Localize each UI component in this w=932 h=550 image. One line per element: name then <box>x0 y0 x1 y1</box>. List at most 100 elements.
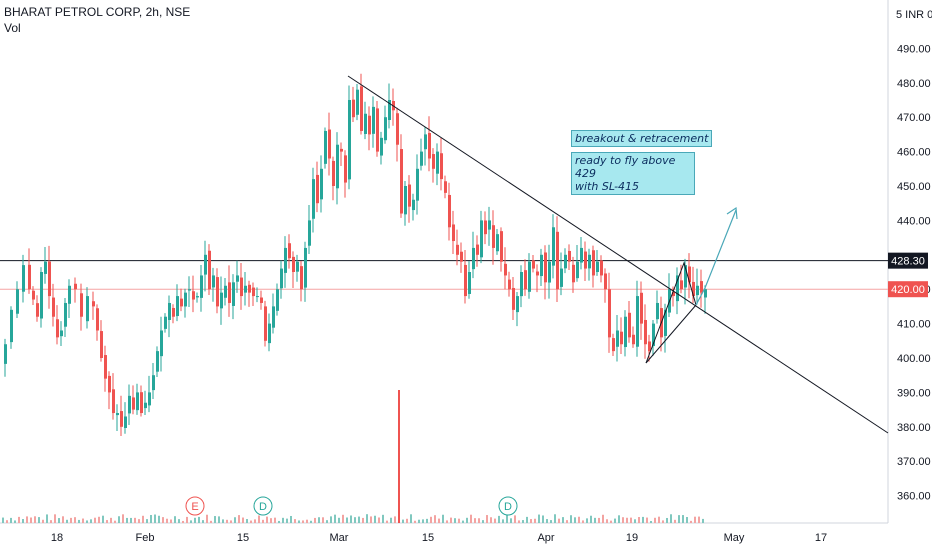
candle-body <box>356 89 359 115</box>
volume-bar <box>334 514 336 523</box>
candle-body <box>652 323 655 347</box>
volume-bar <box>682 515 684 523</box>
candle-body <box>204 254 207 275</box>
volume-bar <box>186 516 188 523</box>
volume-bar <box>650 520 652 523</box>
volume-bar <box>674 519 676 523</box>
symbol-title[interactable]: BHARAT PETROL CORP, 2h, NSE <box>4 5 191 19</box>
candle-body <box>352 99 355 118</box>
projection-arrow[interactable] <box>695 209 737 306</box>
volume-bar <box>390 517 392 523</box>
candle-body <box>252 287 255 297</box>
candle-body <box>432 154 435 169</box>
volume-bar <box>642 516 644 523</box>
volume-bar <box>614 518 616 523</box>
volume-bar <box>470 514 472 523</box>
volume-bar <box>618 515 620 523</box>
candle-body <box>64 302 67 327</box>
downtrend-line[interactable] <box>347 75 889 434</box>
candle-body <box>460 251 463 262</box>
volume-bar <box>238 515 240 523</box>
volume-bar <box>566 520 568 523</box>
volume-bar <box>502 519 504 523</box>
candle-body <box>612 338 615 352</box>
candle-body <box>22 265 25 292</box>
candle-body <box>44 261 47 274</box>
volume-bar <box>206 514 208 523</box>
volume-bar <box>554 514 556 523</box>
candle-body <box>464 264 467 297</box>
candle-body <box>228 282 231 303</box>
candle-body <box>564 254 567 269</box>
volume-bar <box>382 514 384 523</box>
candle-body <box>136 392 139 411</box>
candle-body <box>476 244 479 255</box>
candle-body <box>400 149 403 214</box>
candle-body <box>532 260 535 269</box>
candle-body <box>568 250 571 262</box>
volume-bar <box>102 515 104 523</box>
volume-bar <box>54 514 56 523</box>
volume-bar <box>494 518 496 523</box>
event-marker-label: D <box>259 501 267 513</box>
candle-body <box>692 281 695 297</box>
candle-body <box>264 306 267 341</box>
volume-bar <box>34 516 36 523</box>
candle-body <box>424 134 427 150</box>
volume-bar <box>662 520 664 523</box>
volume-bar <box>190 520 192 523</box>
candle-body <box>408 184 411 207</box>
volume-bar <box>514 515 516 523</box>
event-marker-earnings[interactable] <box>185 496 205 516</box>
volume-bar <box>210 520 212 523</box>
event-marker-dividend[interactable] <box>253 496 273 516</box>
candle-body <box>184 292 187 307</box>
volume-bar <box>658 516 660 523</box>
candle-body <box>360 86 363 131</box>
volume-bar <box>386 520 388 523</box>
candle-body <box>604 273 607 290</box>
candle-body <box>560 268 563 287</box>
candle-body <box>396 113 399 145</box>
candle-body <box>132 397 135 410</box>
candle-body <box>200 275 203 298</box>
volume-bar <box>174 516 176 523</box>
candle-body <box>68 285 71 304</box>
candle-body <box>628 312 631 338</box>
volume-bar <box>274 517 276 523</box>
volume-bar <box>278 520 280 523</box>
volume-bar <box>114 520 116 523</box>
volume-bar <box>698 516 700 523</box>
volume-bar <box>134 517 136 523</box>
volume-bar <box>222 519 224 523</box>
volume-bar <box>70 517 72 523</box>
volume-bar <box>182 520 184 523</box>
candle-body <box>196 296 199 298</box>
candle-body <box>500 231 503 262</box>
candle-body <box>412 199 415 211</box>
chart-legend: BHARAT PETROL CORP, 2h, NSE Vol <box>4 4 190 36</box>
volume-bar <box>254 519 256 523</box>
volume-bar <box>422 519 424 523</box>
volume-bar <box>118 516 120 523</box>
candle-body <box>644 319 647 345</box>
volume-bar <box>626 517 628 523</box>
candle-body <box>260 297 263 303</box>
volume-bar <box>482 520 484 523</box>
price-tick-label: 440.00 <box>897 215 931 227</box>
candle-body <box>524 270 527 290</box>
candle-body <box>404 186 407 215</box>
volume-bar <box>298 520 300 523</box>
volume-bar <box>122 514 124 523</box>
event-marker-dividend[interactable] <box>498 496 518 516</box>
breakout-wedge[interactable] <box>645 261 697 364</box>
candle-body <box>364 113 367 135</box>
volume-bar <box>442 514 444 523</box>
volume-bar <box>570 515 572 523</box>
volume-bar <box>506 514 508 523</box>
volume-bar <box>302 520 304 523</box>
candle-body <box>640 292 643 324</box>
volume-bar <box>526 516 528 523</box>
price-tag-label: 428.30 <box>891 256 925 268</box>
